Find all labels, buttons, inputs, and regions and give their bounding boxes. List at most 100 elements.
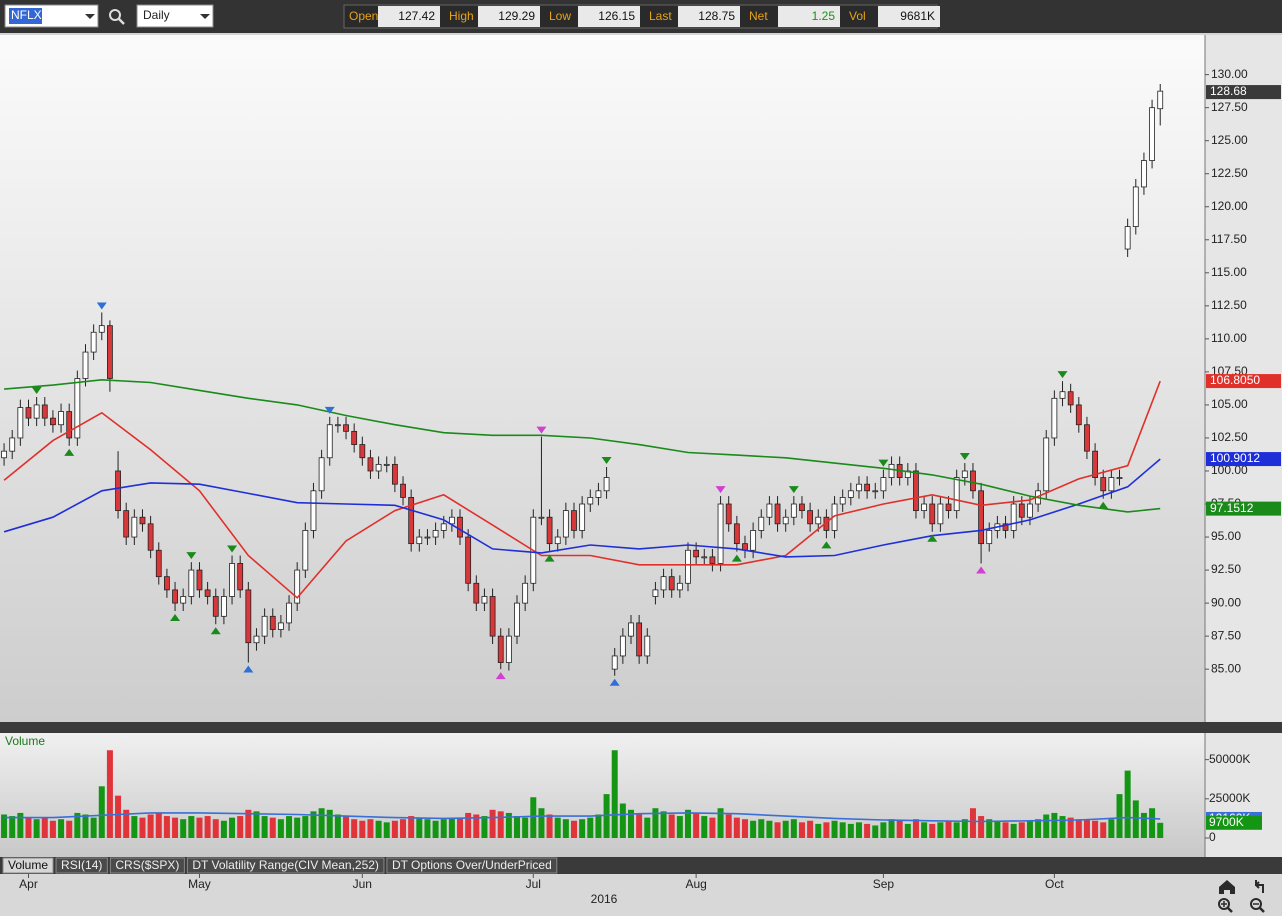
candle-body (522, 582, 529, 604)
volume-bar (269, 817, 276, 838)
volume-bar (904, 823, 911, 838)
pivot-marker (96, 302, 107, 310)
home-button[interactable] (1219, 880, 1235, 894)
candle-body (1116, 477, 1123, 479)
volume-bar (375, 820, 382, 838)
volume-bar (684, 809, 691, 838)
zoom-out-button[interactable] (1250, 898, 1265, 913)
interval-select[interactable] (136, 4, 214, 28)
volume-bar (562, 819, 569, 838)
undo-button[interactable] (1255, 880, 1264, 893)
candle-body (277, 622, 284, 630)
volume-bar (1067, 817, 1074, 838)
y-tick-label: 105.00 (1211, 397, 1248, 411)
indicator-tab-label[interactable]: CRS($SPX) (115, 858, 179, 872)
volume-bar (733, 817, 740, 838)
quote-label: Low (549, 9, 571, 23)
pivot-marker (324, 406, 335, 414)
quote-label: Vol (849, 9, 866, 23)
candle-body (367, 457, 374, 472)
y-tick-label: 90.00 (1211, 595, 1241, 609)
candle-body (164, 576, 170, 591)
volume-bar (237, 816, 244, 838)
y-tick-label: 95.00 (1211, 529, 1241, 543)
volume-bar (1157, 822, 1164, 838)
volume-bar (294, 817, 301, 838)
candle-body (644, 635, 651, 657)
candle-body (1059, 391, 1066, 399)
candle-body (1141, 160, 1147, 188)
indicator-tab-label[interactable]: Volume (8, 858, 48, 872)
candle-body (334, 424, 341, 427)
volume-bar (1140, 812, 1147, 838)
indicator-tab-label[interactable]: DT Options Over/UnderPriced (392, 858, 552, 872)
candle-body (1010, 503, 1017, 531)
candle-body (1043, 437, 1050, 492)
candle-body (847, 490, 854, 498)
y-tick-label: 100.00 (1211, 463, 1248, 477)
candle-body (50, 417, 56, 426)
zoom-in-button[interactable] (1218, 898, 1233, 913)
symbol-dropdown-arrow[interactable] (85, 14, 95, 19)
y-tick-label: 87.50 (1211, 628, 1241, 642)
candle-body (17, 407, 24, 439)
volume-panel-title: Volume (5, 734, 45, 748)
indicator-tab-label[interactable]: DT Volatility Range(CIV Mean,252) (192, 858, 379, 872)
candle-body (9, 437, 16, 452)
volume-bar (131, 816, 138, 838)
candle-body (1, 450, 7, 459)
x-tick-label: Jun (353, 877, 372, 891)
quote-label: Net (749, 9, 768, 23)
volume-bar (554, 817, 561, 838)
candle-body (766, 503, 773, 518)
y-tick-label: 130.00 (1211, 67, 1248, 81)
candle-body (815, 516, 822, 525)
volume-bar (1051, 812, 1058, 838)
y-tick-label: 25000K (1209, 791, 1250, 805)
indicator-tab[interactable] (109, 857, 185, 874)
candle-body (546, 516, 553, 545)
volume-bar (766, 820, 773, 838)
panel-divider (0, 722, 1282, 733)
volume-bar (1116, 794, 1123, 838)
volume-bar (611, 750, 618, 838)
pivot-marker (544, 554, 555, 562)
indicator-tab[interactable] (386, 857, 558, 874)
volume-bar (693, 812, 700, 838)
volume-bar (286, 816, 293, 838)
candle-body (799, 503, 805, 512)
quote-label: Open (349, 9, 378, 23)
candle-body (579, 503, 586, 531)
y-tick-label: 85.00 (1211, 661, 1241, 675)
volume-bar (798, 822, 805, 838)
indicator-tab[interactable] (186, 857, 385, 874)
volume-bar (1018, 822, 1025, 838)
volume-bar (994, 820, 1001, 838)
indicator-tab-label[interactable]: RSI(14) (61, 858, 102, 872)
y-tick-label: 110.00 (1211, 331, 1247, 345)
candle-body (440, 523, 447, 531)
candle-body (611, 655, 618, 670)
volume-bar (1, 814, 8, 838)
candle-body (58, 411, 64, 426)
search-icon[interactable] (109, 9, 125, 25)
indicator-tab[interactable] (2, 857, 54, 874)
volume-bar (473, 814, 480, 838)
candle-body (237, 563, 244, 591)
x-tick-label: Jul (526, 877, 541, 891)
candle-body (82, 351, 89, 379)
indicator-tab[interactable] (55, 857, 108, 874)
volume-bar (1083, 819, 1090, 838)
interval-dropdown-arrow[interactable] (200, 14, 210, 19)
moving-average-line (3, 380, 1161, 599)
candle-body (204, 589, 211, 597)
volume-bar (1100, 822, 1107, 838)
candle-body (66, 411, 73, 439)
y-tick-label: 112.50 (1211, 298, 1247, 312)
quote-value-box (378, 6, 440, 27)
y-tick-label: 120.00 (1211, 199, 1248, 213)
candle-body (953, 477, 960, 512)
volume-bar (465, 812, 472, 838)
